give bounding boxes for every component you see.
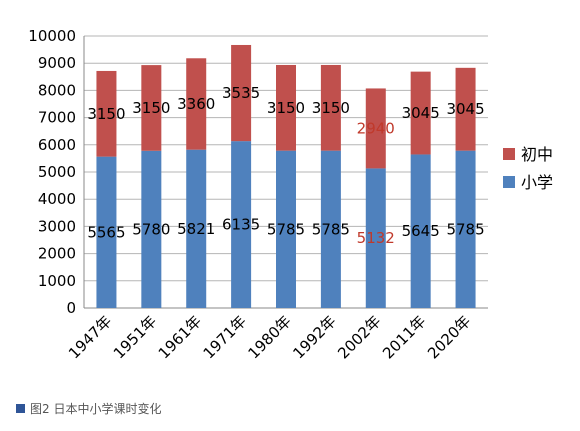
x-axis-ticks: 1947年1951年1961年1971年1980年1992年2002年2011年…	[65, 312, 474, 362]
bar-segment-junior	[320, 64, 341, 151]
data-label: 3360	[177, 95, 215, 113]
data-label: 5780	[132, 220, 170, 238]
y-tick-label: 6000	[38, 136, 76, 154]
y-tick-label: 7000	[38, 109, 76, 127]
x-tick-label: 1951年	[110, 312, 160, 362]
bar-segment-junior	[276, 64, 296, 151]
caption-text: 图2 日本中小学课时变化	[30, 401, 162, 416]
bar-segment-junior	[186, 58, 207, 150]
x-tick-label: 2020年	[424, 312, 474, 362]
bar-segment-primary	[141, 150, 162, 308]
bar-segment-junior	[231, 44, 252, 142]
bar-segment-primary	[455, 150, 476, 308]
x-tick-label: 1961年	[155, 312, 205, 362]
y-tick-label: 0	[66, 299, 76, 317]
data-label: 6135	[222, 216, 260, 234]
bar-segment-primary	[231, 141, 252, 308]
data-label: 5785	[446, 220, 484, 238]
y-tick-label: 8000	[38, 81, 76, 99]
y-tick-label: 10000	[28, 27, 76, 45]
legend-swatch	[503, 176, 515, 188]
x-tick-label: 1947年	[65, 312, 115, 362]
x-tick-label: 1992年	[289, 312, 339, 362]
bar-segment-primary	[365, 168, 386, 308]
x-tick-label: 2011年	[379, 312, 429, 362]
data-label: 2940	[357, 119, 395, 137]
data-label: 3045	[446, 100, 484, 118]
bars	[96, 44, 476, 308]
y-tick-label: 1000	[38, 272, 76, 290]
data-label: 3150	[87, 105, 125, 123]
x-tick-label: 2002年	[334, 312, 384, 362]
data-label: 3150	[132, 99, 170, 117]
data-label: 5785	[312, 220, 350, 238]
bar-segment-junior	[96, 70, 117, 157]
data-label: 3150	[312, 99, 350, 117]
bar-segment-junior	[141, 65, 162, 151]
y-tick-label: 5000	[38, 163, 76, 181]
bar-segment-junior	[410, 71, 431, 155]
x-tick-label: 1971年	[200, 312, 250, 362]
data-label: 5132	[357, 229, 395, 247]
caption-marker-icon	[16, 403, 25, 413]
data-label: 5785	[267, 220, 305, 238]
y-tick-label: 3000	[38, 217, 76, 235]
data-labels: 5565 3150 5780 3150 5821 3360 6135 3535 5785 3150…	[87, 84, 484, 247]
x-tick-label: 1980年	[244, 312, 294, 362]
data-label: 5645	[402, 222, 440, 240]
y-tick-label: 4000	[38, 190, 76, 208]
data-label: 3535	[222, 84, 260, 102]
y-axis-ticks: 0 1000 2000 3000 4000 5000 6000 7000 8000 9000 100…	[28, 27, 76, 317]
y-tick-label: 2000	[38, 245, 76, 263]
legend-label: 小学	[521, 173, 553, 192]
bar-segment-primary	[320, 150, 341, 308]
bar-segment-primary	[410, 154, 431, 308]
data-label: 3045	[402, 104, 440, 122]
data-label: 5565	[87, 223, 125, 241]
stacked-bar-chart: 0 1000 2000 3000 4000 5000 6000 7000 8000 9000 100…	[28, 27, 553, 362]
data-label: 5821	[177, 220, 215, 238]
bar-segment-primary	[186, 149, 207, 308]
figure-caption: 图2 日本中小学课时变化	[16, 400, 161, 416]
data-label: 3150	[267, 99, 305, 117]
bar-segment-junior	[365, 88, 386, 169]
bar-segment-primary	[96, 156, 117, 308]
y-tick-label: 9000	[38, 54, 76, 72]
legend-label: 初中	[521, 145, 553, 164]
legend-swatch	[503, 148, 515, 160]
bar-segment-junior	[455, 67, 476, 151]
bar-segment-primary	[276, 150, 296, 308]
